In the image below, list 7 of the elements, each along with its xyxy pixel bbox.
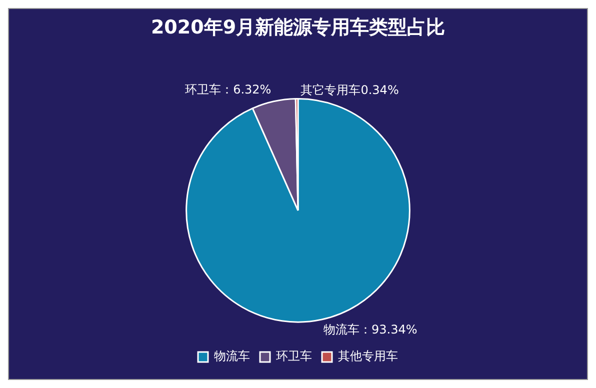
legend-label: 物流车 — [214, 349, 250, 364]
data-label: 其它专用车0.34% — [300, 83, 399, 98]
legend-label: 环卫车 — [276, 349, 312, 364]
data-label: 物流车：93.34% — [324, 322, 418, 337]
legend-label: 其他专用车 — [338, 349, 398, 364]
chart-title: 2020年9月新能源专用车类型占比 — [150, 16, 446, 38]
data-label: 环卫车：6.32% — [185, 82, 272, 97]
